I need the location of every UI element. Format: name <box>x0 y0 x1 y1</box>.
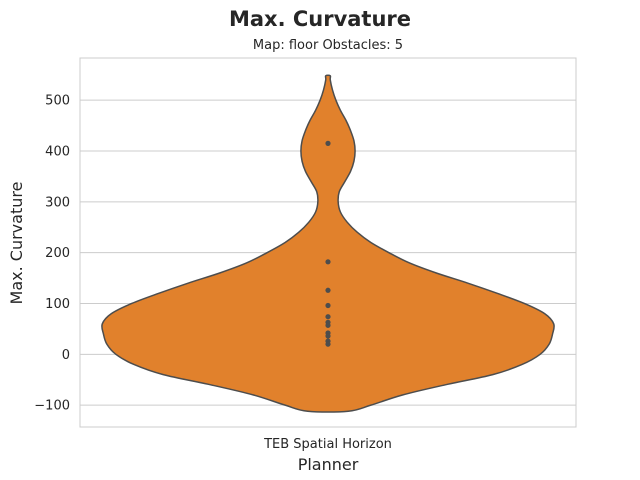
y-tick-label: 300 <box>45 195 70 210</box>
y-tick-label: −100 <box>34 399 70 414</box>
data-point <box>325 341 331 347</box>
data-point <box>325 259 331 265</box>
y-tick-label: 0 <box>62 348 70 363</box>
x-tick-label: TEB Spatial Horizon <box>263 437 392 452</box>
plot-frame <box>79 57 577 428</box>
y-tick-label: 200 <box>45 246 70 261</box>
y-axis-label: Max. Curvature <box>7 182 26 305</box>
y-tick-label: 400 <box>45 145 70 160</box>
chart-title: Map: floor Obstacles: 5 <box>253 38 403 53</box>
data-point <box>325 314 331 320</box>
data-point <box>325 302 331 309</box>
data-point <box>325 322 331 328</box>
x-axis-label: Planner <box>298 455 359 474</box>
y-axis-ticks: −100 0 100 200 300 400 500 <box>34 94 70 414</box>
x-axis-ticks: TEB Spatial Horizon <box>263 437 392 452</box>
chart-suptitle: Max. Curvature <box>229 7 411 31</box>
data-point <box>325 140 331 146</box>
y-tick-label: 100 <box>45 297 70 312</box>
plot-area <box>79 57 577 428</box>
data-point <box>325 287 331 293</box>
data-point <box>325 333 331 339</box>
y-tick-label: 500 <box>45 94 70 109</box>
violin-layer <box>101 74 555 413</box>
data-points <box>325 140 331 347</box>
violin-body <box>101 74 555 413</box>
